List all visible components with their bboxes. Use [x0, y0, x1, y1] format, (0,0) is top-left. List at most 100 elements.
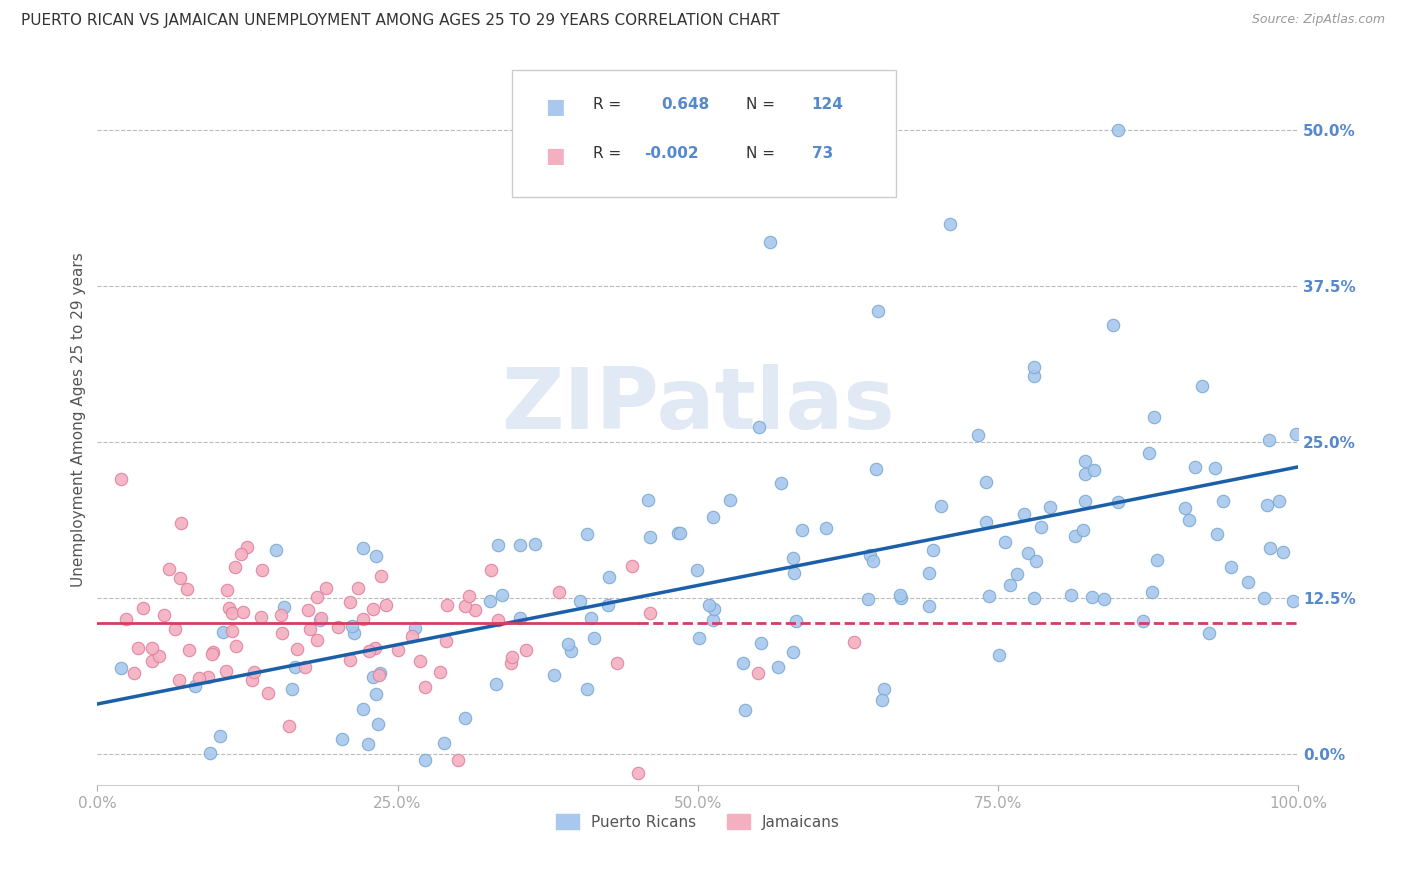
Point [560, 644, 582, 658]
Point [697, 598, 720, 612]
Point [859, 548, 882, 562]
Point [364, 549, 387, 563]
Point [1143, 409, 1166, 424]
Point [270, 607, 292, 622]
Point [221, 624, 243, 639]
Point [1142, 585, 1164, 599]
Point [1220, 560, 1243, 574]
Point [200, 648, 222, 662]
Text: R =: R = [593, 146, 627, 161]
Text: 0.648: 0.648 [662, 97, 710, 112]
Point [215, 665, 238, 679]
Point [132, 600, 155, 615]
Point [352, 612, 374, 626]
Text: R =: R = [593, 97, 627, 112]
Point [165, 623, 187, 637]
Point [918, 599, 941, 614]
Point [212, 624, 235, 639]
Point [197, 670, 219, 684]
Point [110, 472, 132, 486]
Point [343, 626, 366, 640]
Point [1029, 520, 1052, 534]
Point [202, 645, 225, 659]
Point [640, 530, 662, 544]
Point [783, 566, 806, 580]
Point [1177, 513, 1199, 527]
Point [770, 476, 793, 491]
Point [458, 589, 481, 603]
Point [1074, 494, 1097, 508]
Point [782, 645, 804, 659]
Point [515, 642, 537, 657]
Point [361, 670, 384, 684]
Point [1285, 426, 1308, 441]
Point [1083, 462, 1105, 476]
Text: N =: N = [745, 146, 780, 161]
Point [547, 585, 569, 599]
Point [596, 598, 619, 612]
Point [243, 665, 266, 679]
Point [974, 475, 997, 489]
Point [939, 217, 962, 231]
Point [368, 665, 391, 680]
Point [1022, 360, 1045, 375]
Point [299, 622, 322, 636]
Point [1039, 500, 1062, 514]
Point [994, 535, 1017, 549]
Point [890, 591, 912, 605]
Point [409, 655, 432, 669]
Point [501, 650, 523, 665]
Point [127, 641, 149, 656]
Point [856, 592, 879, 607]
Point [1132, 614, 1154, 628]
Point [413, 753, 436, 767]
Point [1256, 498, 1278, 512]
Point [352, 702, 374, 716]
Point [221, 606, 243, 620]
Point [1025, 554, 1047, 568]
Point [501, 656, 523, 670]
Point [1101, 318, 1123, 332]
Point [224, 560, 246, 574]
Point [486, 538, 509, 552]
Point [766, 660, 789, 674]
Point [264, 542, 287, 557]
Point [1191, 379, 1213, 393]
Point [340, 618, 363, 632]
Point [872, 693, 894, 707]
Point [250, 563, 273, 577]
Point [278, 719, 301, 733]
Text: 124: 124 [811, 97, 844, 112]
Point [478, 594, 501, 608]
Point [256, 686, 278, 700]
Point [1205, 526, 1227, 541]
Point [1258, 434, 1281, 448]
Point [167, 673, 190, 687]
Point [509, 611, 531, 625]
Point [637, 492, 659, 507]
Point [576, 526, 599, 541]
Point [748, 420, 770, 434]
Point [627, 765, 650, 780]
Point [1060, 588, 1083, 602]
Point [198, 746, 221, 760]
Point [638, 606, 661, 620]
Point [454, 599, 477, 614]
Point [122, 665, 145, 680]
Text: ■: ■ [546, 146, 565, 167]
Point [974, 515, 997, 529]
Point [814, 521, 837, 535]
Point [583, 631, 606, 645]
Point [1198, 625, 1220, 640]
Point [328, 620, 350, 634]
Point [790, 524, 813, 538]
Point [387, 643, 409, 657]
Point [1146, 553, 1168, 567]
Point [273, 600, 295, 615]
Point [842, 634, 865, 648]
Point [491, 588, 513, 602]
Point [315, 582, 337, 596]
Point [294, 660, 316, 674]
Point [231, 547, 253, 561]
Point [170, 516, 193, 530]
